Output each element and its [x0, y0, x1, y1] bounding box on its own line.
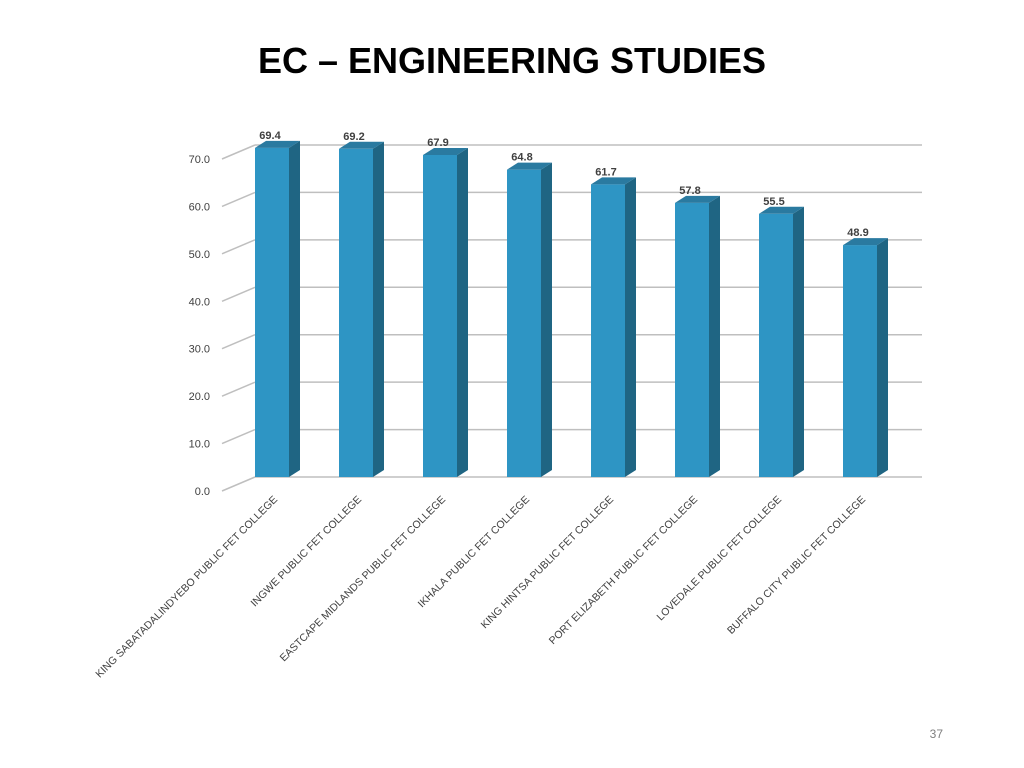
category-label: EASTCAPE MIDLANDS PUBLIC FET COLLEGE: [278, 494, 449, 665]
bar-front: [255, 147, 289, 478]
bar-top: [843, 238, 888, 246]
bar-side: [877, 238, 888, 477]
bar: [339, 141, 384, 477]
category-label: KING SABATADALINDYEBO PUBLIC FET COLLEGE: [93, 494, 280, 681]
data-label: 67.9: [427, 137, 448, 149]
y-tick-label: 30.0: [189, 344, 210, 356]
bar-top: [339, 141, 384, 149]
y-tick-label: 70.0: [189, 154, 210, 166]
x-axis-category-labels: KING SABATADALINDYEBO PUBLIC FET COLLEGE…: [93, 494, 868, 681]
y-tick-label: 10.0: [189, 439, 210, 451]
gridline-diagonal: [221, 334, 256, 350]
slide-number: 37: [929, 727, 943, 741]
category-label: BUFFALO CITY PUBLIC FET COLLEGE: [725, 494, 868, 637]
bar-top: [423, 147, 468, 155]
bar-top: [591, 177, 636, 185]
bar: [591, 177, 636, 477]
data-label: 69.2: [343, 131, 364, 143]
bar-side: [289, 140, 300, 478]
bar: [255, 140, 300, 478]
data-label: 55.5: [763, 196, 784, 208]
data-label: 64.8: [511, 152, 532, 164]
y-tick-label: 40.0: [189, 296, 210, 308]
gridline-diagonal: [221, 286, 256, 302]
bar-front: [339, 148, 373, 477]
bar: [423, 147, 468, 477]
gridline-diagonal: [221, 381, 256, 397]
y-tick-label: 0.0: [195, 486, 210, 498]
y-tick-label: 50.0: [189, 249, 210, 261]
data-labels: 69.4 69.2 67.9 64.8 61.7 57.8 55.5 48.9: [259, 130, 868, 239]
bar-front: [843, 245, 877, 477]
bar-side: [625, 177, 636, 477]
bar-side: [709, 195, 720, 477]
slide-title: EC – ENGINEERING STUDIES: [257, 40, 767, 81]
gridline-diagonal: [221, 144, 256, 160]
bar-front: [675, 202, 709, 477]
bar: [507, 162, 552, 478]
bar-top: [759, 206, 804, 214]
y-tick-label: 60.0: [189, 201, 210, 213]
data-label: 69.4: [259, 130, 281, 142]
bar-side: [457, 147, 468, 477]
bar: [675, 195, 720, 477]
bar-top: [255, 140, 300, 148]
gridline-diagonal: [221, 428, 256, 445]
bar-front: [591, 184, 625, 477]
data-label: 57.8: [679, 185, 700, 197]
y-tick-label: 20.0: [189, 391, 210, 403]
y-axis-tick-labels: 0.0 10.0 20.0 30.0 40.0 50.0 60.0 70.0: [189, 154, 210, 498]
category-label: KING HINTSA PUBLIC FET COLLEGE: [479, 494, 616, 631]
bar-top: [675, 195, 720, 203]
data-label: 48.9: [847, 227, 868, 239]
gridlines: [221, 144, 922, 492]
bar: [759, 206, 804, 477]
bar-side: [541, 162, 552, 478]
bar-side: [793, 206, 804, 477]
bar-side: [373, 141, 384, 477]
gridline-diagonal: [221, 191, 256, 208]
bar-front: [507, 169, 541, 478]
gridline-diagonal: [221, 239, 256, 255]
bar-front: [423, 154, 457, 477]
category-label: PORT ELIZABETH PUBLIC FET COLLEGE: [547, 494, 700, 647]
bar: [843, 238, 888, 477]
bars: [255, 140, 888, 478]
bar-top: [507, 162, 552, 170]
bar-front: [759, 213, 793, 477]
gridline-diagonal: [221, 476, 256, 492]
data-label: 61.7: [595, 166, 616, 178]
